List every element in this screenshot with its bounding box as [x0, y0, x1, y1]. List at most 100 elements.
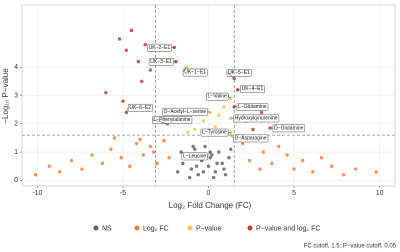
x-tick-label: 10 [376, 190, 384, 197]
caption: FC cutoff, 1.5; P−value cutoff, 0.05 [304, 244, 397, 250]
y-tick-label: 3 [14, 92, 18, 99]
point [155, 161, 159, 166]
point [187, 175, 192, 180]
point [136, 59, 141, 64]
leader-line [126, 107, 129, 113]
point [193, 127, 197, 132]
point [210, 153, 214, 157]
point [138, 137, 142, 142]
point [206, 164, 211, 168]
point [143, 42, 147, 47]
point [268, 126, 272, 130]
point [148, 144, 153, 149]
point [69, 158, 74, 163]
point [124, 48, 129, 52]
point [112, 136, 117, 140]
point [186, 130, 190, 134]
legend-marker [247, 225, 253, 231]
point [140, 79, 144, 84]
point [341, 172, 346, 177]
point [104, 90, 108, 95]
point [109, 147, 113, 151]
point [141, 153, 146, 157]
point [319, 156, 324, 160]
point [213, 124, 218, 129]
legend-marker [93, 225, 99, 231]
annotation-label: UK−2−E1 [149, 45, 171, 51]
point [211, 175, 216, 180]
leader-line [230, 134, 234, 139]
annotation: D−Asparagine [230, 134, 269, 143]
point [276, 144, 281, 149]
point [229, 147, 233, 151]
point [193, 147, 197, 151]
point [194, 164, 199, 168]
point [201, 119, 206, 123]
x-tick-label: 0 [207, 190, 211, 197]
point [203, 144, 207, 149]
annotation-box [236, 103, 269, 111]
y-tick-label: 2 [14, 121, 18, 128]
annotation-label: L−Leucine [183, 153, 206, 159]
point [374, 170, 378, 174]
point [217, 113, 221, 117]
annotation-box [200, 128, 229, 137]
legend-label: NS [102, 225, 112, 232]
point [222, 167, 226, 171]
point [80, 167, 84, 171]
annotation-label: UK−5−E1 [228, 70, 250, 76]
point [47, 164, 52, 168]
x-tick-label: -10 [32, 190, 42, 197]
annotation-box [206, 92, 229, 101]
annotation: L−Leucine [181, 151, 211, 161]
point [201, 170, 206, 174]
point [285, 153, 289, 157]
annotation: D−Glutamine [270, 124, 306, 133]
annotation: UK−3−E1 [148, 58, 176, 66]
annotation-box [272, 124, 306, 133]
annotation-box [240, 85, 265, 93]
point [119, 156, 123, 160]
legend-label: P−value [196, 225, 222, 232]
y-tick-label: 4 [14, 64, 18, 71]
point [57, 170, 62, 174]
annotation-label: D−Glutamine [274, 125, 304, 131]
annotation: Hydroxykynurenine [230, 114, 280, 123]
annotation-label: UK−6−E2 [129, 105, 151, 111]
annotation-box [152, 116, 193, 124]
leader-line [182, 67, 187, 73]
point [167, 156, 171, 160]
annotation-box [162, 107, 208, 116]
annotation: L−Valine [206, 92, 231, 101]
point [208, 156, 212, 160]
point [117, 37, 122, 41]
annotation-box [181, 152, 208, 161]
point [247, 158, 252, 163]
annotation-label: L−Valine [208, 94, 227, 100]
point [189, 167, 194, 171]
point [258, 167, 262, 171]
point [261, 150, 265, 154]
annotation-label: Hydroxykynurenine [235, 115, 278, 121]
point [176, 170, 180, 174]
legend-label: P−value and log₂ FC [256, 225, 320, 232]
annotation: UK−4−E1 [237, 85, 265, 93]
x-tick-label: -5 [120, 190, 126, 197]
point [121, 99, 125, 103]
point [217, 150, 221, 154]
point [311, 170, 315, 174]
point [300, 158, 305, 163]
annotation-label: UK−3−E1 [150, 59, 172, 65]
legend-label: Log₂ FC [143, 225, 169, 232]
y-tick-label: 1 [14, 149, 18, 156]
point [191, 144, 195, 149]
point [129, 28, 134, 33]
annotation-label: D−Asparagine [235, 135, 267, 141]
leader-line [237, 88, 241, 91]
annotation-label: UK−1−E1 [184, 70, 206, 76]
y-tick-label: 0 [14, 177, 18, 184]
annotation-label: UK−4−E1 [242, 86, 264, 92]
annotation-label: L−Tyrosine [202, 130, 227, 136]
point [162, 139, 166, 143]
